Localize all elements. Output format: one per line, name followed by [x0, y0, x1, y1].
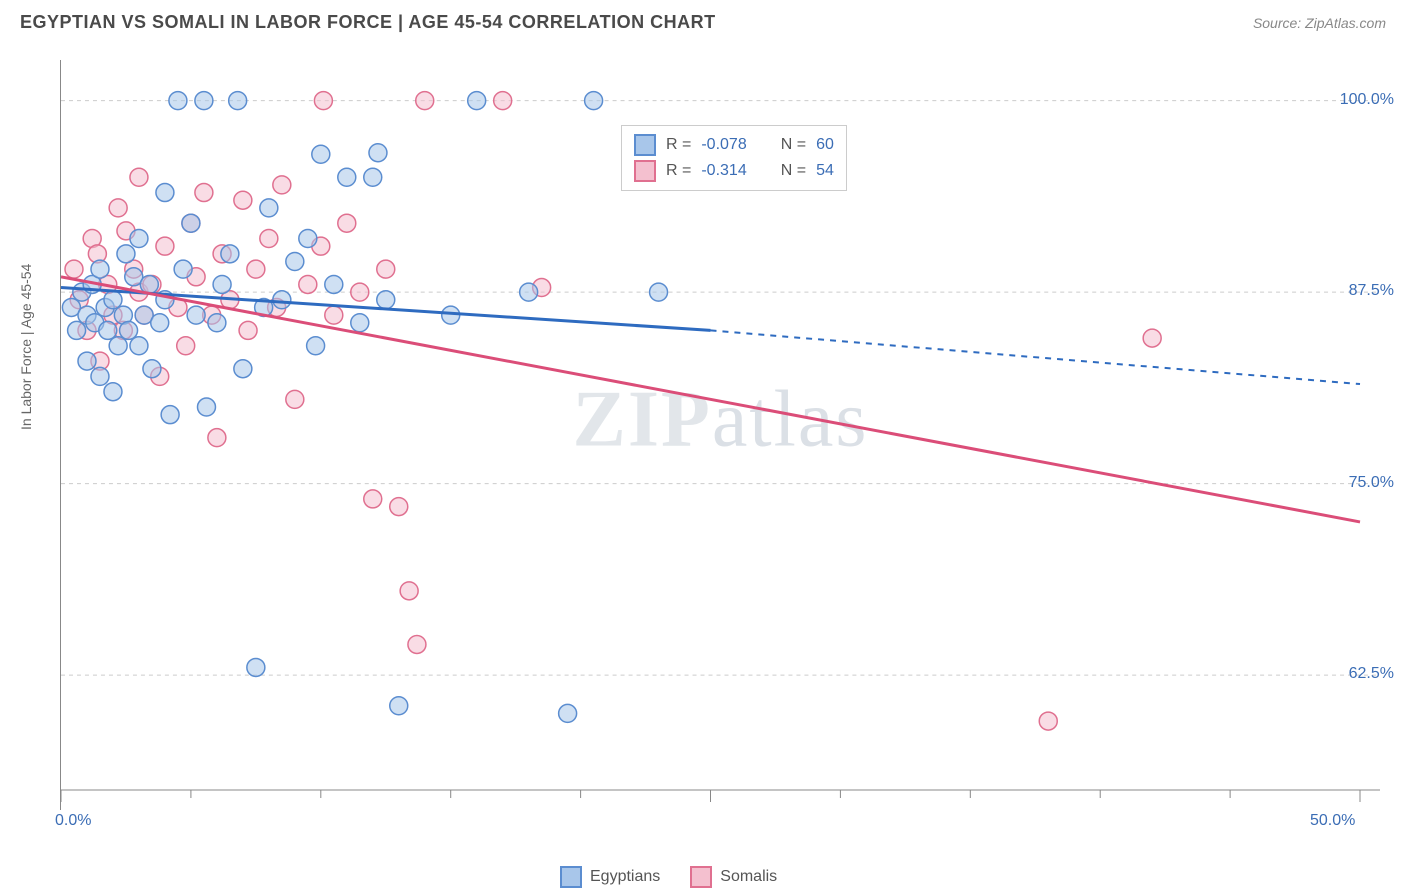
y-tick-label: 87.5% [1349, 282, 1394, 300]
legend-n-value: 60 [816, 136, 834, 154]
legend-r-label: R = [666, 162, 691, 180]
source-label: Source: ZipAtlas.com [1253, 15, 1386, 31]
y-tick-label: 62.5% [1349, 665, 1394, 683]
legend-series-label: Egyptians [590, 868, 660, 886]
legend-series-item: Egyptians [560, 866, 660, 888]
legend-r-value: -0.314 [701, 162, 746, 180]
legend-swatch-icon [560, 866, 582, 888]
chart-title: EGYPTIAN VS SOMALI IN LABOR FORCE | AGE … [20, 12, 716, 33]
legend-series-label: Somalis [720, 868, 777, 886]
legend-n-label: N = [781, 162, 806, 180]
y-axis-label: In Labor Force | Age 45-54 [18, 264, 34, 430]
chart-plot-area: ZIPatlas R =-0.078N =60R =-0.314N =54 [60, 60, 1380, 810]
legend-swatch-icon [634, 134, 656, 156]
legend-correlation-row: R = -0.078 N = 60 [634, 132, 834, 158]
legend-correlation-row: R = -0.314 N = 54 [634, 158, 834, 184]
y-tick-label: 100.0% [1340, 91, 1394, 109]
legend-bottom: Egyptians Somalis [560, 866, 777, 888]
x-tick-label: 0.0% [55, 812, 91, 830]
legend-swatch-icon [690, 866, 712, 888]
legend-correlation-box: R = -0.078 N = 60 R = -0.314 N = 54 [621, 125, 847, 191]
legend-n-label: N = [781, 136, 806, 154]
legend-n-value: 54 [816, 162, 834, 180]
legend-r-value: -0.078 [701, 136, 746, 154]
legend-series-item: Somalis [690, 866, 777, 888]
legend-swatch-icon [634, 160, 656, 182]
x-tick-label: 50.0% [1310, 812, 1355, 830]
y-tick-label: 75.0% [1349, 474, 1394, 492]
legend-r-label: R = [666, 136, 691, 154]
